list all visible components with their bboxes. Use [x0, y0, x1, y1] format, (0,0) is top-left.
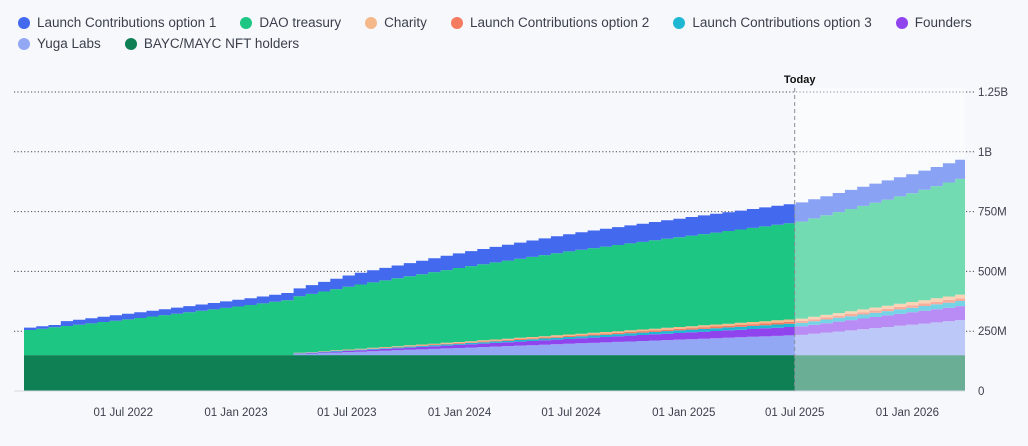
projection-shade	[794, 88, 965, 391]
legend-label: Launch Contributions option 3	[692, 15, 872, 30]
today-label: Today	[784, 74, 816, 86]
legend-item-bayc-mayc-nft-holders[interactable]: BAYC/MAYC NFT holders	[124, 36, 300, 51]
y-tick-label: 500M	[978, 266, 1007, 278]
legend-label: DAO treasury	[259, 15, 342, 30]
legend-item-dao-treasury[interactable]: DAO treasury	[240, 15, 341, 30]
legend-label: Founders	[914, 15, 972, 30]
x-tick-label: 01 Jan 2023	[204, 407, 267, 419]
area-series-group	[24, 159, 965, 391]
x-tick-label: 01 Jul 2022	[94, 407, 153, 419]
legend-item-launch-contributions-option-3[interactable]: Launch Contributions option 3	[673, 15, 872, 30]
legend-item-launch-contributions-option-2[interactable]: Launch Contributions option 2	[450, 15, 650, 30]
legend-item-launch-contributions-option-1[interactable]: Launch Contributions option 1	[18, 15, 216, 30]
chart-legend: Launch Contributions option 1 DAO treasur…	[18, 12, 1018, 54]
legend-swatch	[673, 16, 686, 29]
x-tick-label: 01 Jul 2023	[317, 407, 376, 419]
legend-swatch	[18, 16, 30, 29]
legend-swatch	[365, 16, 378, 29]
legend-item-founders[interactable]: Founders	[895, 15, 972, 30]
x-tick-label: 01 Jul 2024	[541, 407, 601, 419]
legend-swatch	[240, 16, 253, 29]
area-founders	[24, 306, 965, 356]
legend-swatch	[18, 37, 30, 50]
legend-swatch	[895, 16, 908, 29]
legend-label: Launch Contributions option 1	[37, 15, 217, 30]
legend-label: Charity	[384, 15, 427, 30]
legend-item-yuga-labs[interactable]: Yuga Labs	[18, 36, 101, 51]
x-tick-label: 01 Jan 2024	[428, 407, 492, 419]
y-tick-label: 1.25B	[978, 87, 1008, 99]
area-yuga-labs	[24, 320, 965, 356]
legend-swatch	[124, 37, 137, 50]
legend-label: BAYC/MAYC NFT holders	[143, 36, 300, 51]
legend-label: Yuga Labs	[37, 36, 101, 51]
area-dao-treasury	[24, 178, 965, 356]
legend-swatch	[450, 16, 463, 29]
y-tick-label: 250M	[978, 326, 1007, 338]
x-tick-label: 01 Jan 2025	[652, 407, 715, 419]
legend-row: Launch Contributions option 1 DAO treasur…	[18, 12, 1018, 33]
x-tick-label: 01 Jul 2025	[765, 407, 824, 419]
y-tick-label: 750M	[978, 207, 1007, 219]
x-tick-label: 01 Jan 2026	[876, 407, 939, 419]
y-tick-label: 1B	[978, 147, 992, 159]
y-tick-label: 0	[978, 386, 984, 398]
legend-item-charity[interactable]: Charity	[365, 15, 427, 30]
legend-row: Yuga Labs BAYC/MAYC NFT holders	[18, 33, 1018, 54]
area-bayc-mayc-nft-holders	[24, 355, 965, 391]
legend-label: Launch Contributions option 2	[469, 15, 650, 30]
